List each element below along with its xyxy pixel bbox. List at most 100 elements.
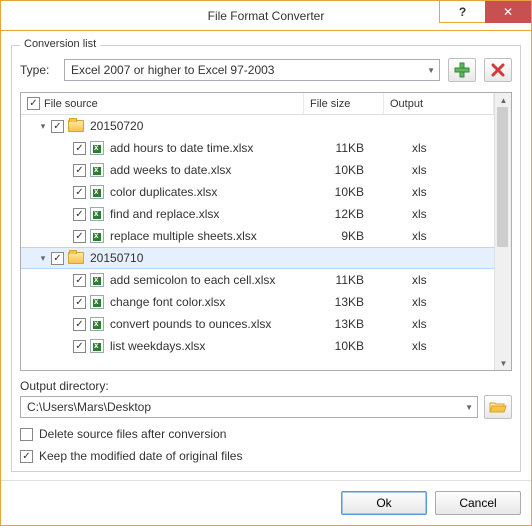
tree-header: File source File size Output	[21, 93, 494, 115]
xlsx-icon	[90, 317, 104, 331]
plus-icon	[454, 62, 470, 78]
output-dir-row: C:\Users\Mars\Desktop ▼	[20, 395, 512, 419]
cell-source: add weeks to date.xlsx	[21, 163, 304, 177]
scroll-up-icon[interactable]: ▲	[495, 93, 512, 107]
cell-size: 10KB	[304, 163, 384, 177]
cell-source: ▾20150720	[21, 119, 304, 133]
chevron-down-icon: ▼	[427, 66, 435, 75]
type-select-value: Excel 2007 or higher to Excel 97-2003	[71, 63, 274, 77]
row-checkbox[interactable]	[73, 208, 86, 221]
xlsx-icon	[90, 295, 104, 309]
cell-source: find and replace.xlsx	[21, 207, 304, 221]
cell-output: xls	[384, 163, 494, 177]
row-name: add weeks to date.xlsx	[110, 163, 231, 177]
vertical-scrollbar[interactable]: ▲ ▼	[494, 93, 511, 370]
row-checkbox[interactable]	[73, 164, 86, 177]
type-label: Type:	[20, 63, 56, 77]
cell-output: xls	[384, 295, 494, 309]
scroll-down-icon[interactable]: ▼	[495, 356, 512, 370]
row-checkbox[interactable]	[73, 142, 86, 155]
row-name: add hours to date time.xlsx	[110, 141, 253, 155]
browse-button[interactable]	[484, 395, 512, 419]
option-delete-source: Delete source files after conversion	[20, 427, 512, 441]
tree-folder[interactable]: ▾20150720	[21, 115, 494, 137]
tree-file[interactable]: color duplicates.xlsx10KBxls	[21, 181, 494, 203]
xlsx-icon	[90, 163, 104, 177]
cell-output: xls	[384, 273, 494, 287]
cell-size: 13KB	[304, 317, 384, 331]
dialog-content: Conversion list Type: Excel 2007 or high…	[1, 31, 531, 480]
tree-file[interactable]: list weekdays.xlsx10KBxls	[21, 335, 494, 357]
cell-size: 12KB	[304, 207, 384, 221]
row-checkbox[interactable]	[73, 340, 86, 353]
output-dir-select[interactable]: C:\Users\Mars\Desktop ▼	[20, 396, 478, 418]
cancel-button[interactable]: Cancel	[435, 491, 521, 515]
option-keep-date: Keep the modified date of original files	[20, 449, 512, 463]
row-checkbox[interactable]	[51, 252, 64, 265]
column-file-size[interactable]: File size	[304, 93, 384, 114]
cell-source: add semicolon to each cell.xlsx	[21, 273, 304, 287]
tree-file[interactable]: replace multiple sheets.xlsx9KBxls	[21, 225, 494, 247]
tree-file[interactable]: add semicolon to each cell.xlsx11KBxls	[21, 269, 494, 291]
keep-date-checkbox[interactable]	[20, 450, 33, 463]
row-checkbox[interactable]	[73, 296, 86, 309]
row-name: find and replace.xlsx	[110, 207, 219, 221]
file-tree: File source File size Output ▾20150720 ad…	[20, 92, 512, 371]
tree-file[interactable]: add weeks to date.xlsx 10KBxls	[21, 159, 494, 181]
row-name: change font color.xlsx	[110, 295, 225, 309]
expander-icon[interactable]: ▾	[37, 121, 49, 132]
tree-folder[interactable]: ▾ 20150710	[21, 247, 494, 269]
cell-output: xls	[384, 207, 494, 221]
row-name: 20150710	[90, 251, 143, 265]
add-button[interactable]	[448, 58, 476, 82]
row-checkbox[interactable]	[73, 318, 86, 331]
row-name: add semicolon to each cell.xlsx	[110, 273, 275, 287]
cell-source: change font color.xlsx	[21, 295, 304, 309]
column-output[interactable]: Output	[384, 93, 494, 114]
row-checkbox[interactable]	[73, 186, 86, 199]
row-checkbox[interactable]	[73, 274, 86, 287]
x-icon	[491, 63, 505, 77]
remove-button[interactable]	[484, 58, 512, 82]
keep-date-label: Keep the modified date of original files	[39, 449, 242, 463]
row-name: color duplicates.xlsx	[110, 185, 217, 199]
column-file-source[interactable]: File source	[21, 93, 304, 114]
delete-source-label: Delete source files after conversion	[39, 427, 226, 441]
cell-output: xls	[384, 185, 494, 199]
tree-file[interactable]: convert pounds to ounces.xlsx13KBxls	[21, 313, 494, 335]
close-button[interactable]: ✕	[485, 1, 531, 23]
scroll-thumb[interactable]	[497, 107, 508, 247]
row-checkbox[interactable]	[51, 120, 64, 133]
column-source-label: File source	[44, 98, 98, 110]
folder-icon	[68, 120, 84, 132]
cell-source: convert pounds to ounces.xlsx	[21, 317, 304, 331]
xlsx-icon	[90, 185, 104, 199]
type-row: Type: Excel 2007 or higher to Excel 97-2…	[20, 58, 512, 82]
ok-button[interactable]: Ok	[341, 491, 427, 515]
cell-size: 9KB	[304, 229, 384, 243]
type-select[interactable]: Excel 2007 or higher to Excel 97-2003 ▼	[64, 59, 440, 81]
cell-source: ▾ 20150710	[21, 251, 304, 265]
tree-file[interactable]: change font color.xlsx 13KBxls	[21, 291, 494, 313]
expander-icon[interactable]: ▾	[37, 253, 49, 264]
help-button[interactable]: ?	[439, 1, 485, 23]
tree-file[interactable]: add hours to date time.xlsx11KBxls	[21, 137, 494, 159]
xlsx-icon	[90, 339, 104, 353]
select-all-checkbox[interactable]	[27, 97, 40, 110]
row-checkbox[interactable]	[73, 230, 86, 243]
tree-body: ▾20150720 add hours to date time.xlsx11KB…	[21, 115, 494, 357]
cell-size: 13KB	[304, 295, 384, 309]
tree-file[interactable]: find and replace.xlsx 12KBxls	[21, 203, 494, 225]
xlsx-icon	[90, 229, 104, 243]
delete-source-checkbox[interactable]	[20, 428, 33, 441]
folder-icon	[68, 252, 84, 264]
output-dir-label: Output directory:	[20, 379, 512, 393]
cell-output: xls	[384, 141, 494, 155]
chevron-down-icon: ▼	[465, 403, 473, 412]
cell-output: xls	[384, 339, 494, 353]
cell-source: color duplicates.xlsx	[21, 185, 304, 199]
cell-source: replace multiple sheets.xlsx	[21, 229, 304, 243]
conversion-group-label: Conversion list	[20, 38, 100, 50]
cell-size: 10KB	[304, 339, 384, 353]
xlsx-icon	[90, 273, 104, 287]
